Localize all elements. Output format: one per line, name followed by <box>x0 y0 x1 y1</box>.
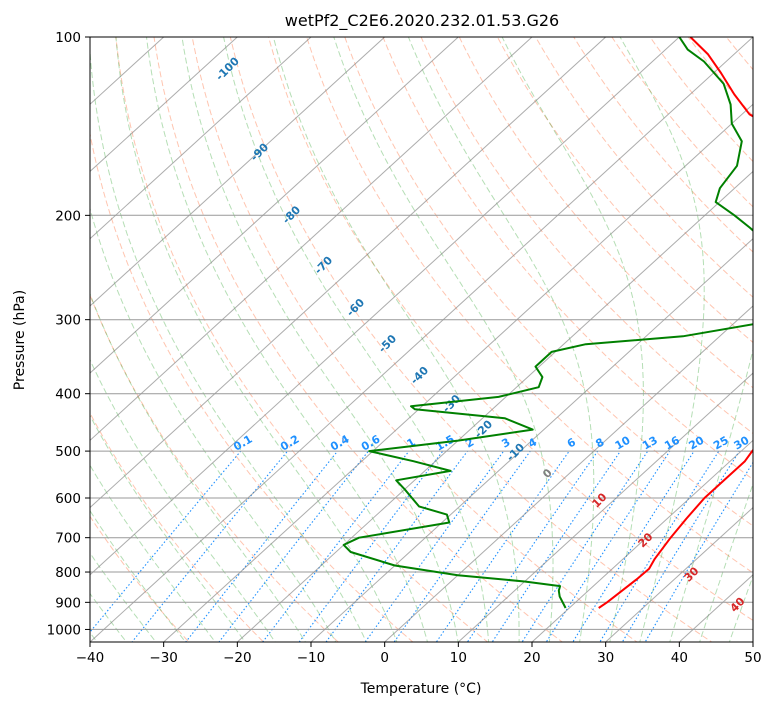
mixing-ratio-lines <box>90 450 753 642</box>
temperature-profile <box>598 37 753 609</box>
mixing-ratio-line <box>644 461 753 642</box>
y-tick-label: 200 <box>55 208 81 224</box>
dry-adiabat-line <box>420 37 753 435</box>
moist-adiabat-line <box>145 37 429 642</box>
moist-adiabat-line <box>669 347 753 642</box>
plot-frame <box>89 36 754 643</box>
x-tick-label: 50 <box>744 650 761 666</box>
mixing-ratio-line <box>364 450 505 642</box>
mixing-ratio-line <box>545 450 671 642</box>
x-axis-label: Temperature (°C) <box>360 681 482 697</box>
isotherm-line <box>90 37 460 374</box>
dry-adiabat-line <box>90 293 339 642</box>
x-tick-label: 40 <box>671 650 688 666</box>
x-tick-label: −20 <box>223 650 252 666</box>
profiles <box>342 37 753 609</box>
isotherm-line <box>90 37 681 576</box>
dry-adiabat-line <box>115 37 489 642</box>
moist-adiabat-line <box>90 464 216 642</box>
dry-adiabat-line <box>458 37 753 389</box>
moist-adiabats <box>90 37 753 642</box>
isotherm-line <box>90 37 607 509</box>
mixing-ratio-line <box>466 450 599 642</box>
moist-adiabat-line <box>699 482 753 642</box>
y-tick-label: 400 <box>55 387 81 403</box>
moist-adiabat-line <box>90 206 337 642</box>
moist-adiabat-line <box>333 37 554 642</box>
x-tick-label: −10 <box>297 650 326 666</box>
isobar-gridlines <box>90 37 753 630</box>
x-tick-label: 30 <box>597 650 614 666</box>
dry-adiabat-line <box>267 37 753 622</box>
dry-adiabat-line <box>90 131 414 642</box>
moist-adiabat-line <box>407 37 595 642</box>
dry-adiabat-line <box>573 37 753 253</box>
mixing-ratio-line <box>90 450 242 633</box>
mixing-ratio-line <box>298 450 444 642</box>
isotherm-line <box>90 37 239 173</box>
dry-adiabat-line <box>191 37 638 642</box>
dry-adiabats <box>90 37 753 642</box>
moist-adiabat-line <box>181 37 459 642</box>
x-tick-label: 0 <box>380 650 389 666</box>
mixing-ratio-line <box>185 450 339 642</box>
y-axis-ticks: 100 200 300 400 500 600 700 800 900 1000 <box>47 30 90 638</box>
mixing-ratio-label: 36 <box>752 433 772 452</box>
x-tick-label: −30 <box>149 650 178 666</box>
isotherm-line <box>162 103 753 642</box>
isotherm-line <box>310 238 753 642</box>
y-tick-label: 900 <box>55 595 81 611</box>
y-tick-label: 300 <box>55 313 81 329</box>
y-tick-label: 700 <box>55 531 81 547</box>
y-axis-label: Pressure (hPa) <box>12 290 28 390</box>
isotherm-line <box>457 372 753 642</box>
mixing-ratio-line <box>435 450 570 642</box>
y-tick-label: 600 <box>55 491 81 507</box>
mixing-ratio-line <box>393 450 531 642</box>
mixing-ratio-line <box>131 450 289 642</box>
dry-adiabat-line <box>90 515 190 642</box>
mixing-ratio-line <box>325 450 468 642</box>
moist-adiabat-line <box>728 574 753 642</box>
x-tick-label: 10 <box>450 650 467 666</box>
dry-adiabat-line <box>90 412 265 642</box>
moist-adiabat-line <box>90 414 246 642</box>
dry-adiabat-line <box>306 37 753 574</box>
dry-adiabat-line <box>534 37 753 298</box>
isotherm-line <box>90 37 753 642</box>
y-tick-label: 500 <box>55 444 81 460</box>
isotherm-line <box>90 37 312 240</box>
x-axis-ticks: −40 −30 −20 −10 0 10 20 30 40 50 <box>76 642 762 666</box>
moist-adiabat-line <box>90 358 276 642</box>
mixing-ratio-line <box>599 450 720 642</box>
y-tick-label: 800 <box>55 565 81 581</box>
chart-title: wetPf2_C2E6.2020.232.01.53.G26 <box>285 11 559 31</box>
dry-adiabat-line <box>496 37 753 344</box>
isotherm-line <box>604 506 753 642</box>
dry-adiabat-line <box>229 37 713 642</box>
moist-adiabat-line <box>90 44 367 642</box>
isotherm-line <box>531 439 753 642</box>
moist-adiabat-line <box>501 37 644 642</box>
isotherms <box>90 37 753 642</box>
x-tick-label: 20 <box>523 650 540 666</box>
y-tick-label: 1000 <box>47 622 81 638</box>
dry-adiabat-line <box>153 37 564 642</box>
isotherm-line <box>236 170 753 642</box>
dry-adiabat-line <box>611 37 753 208</box>
dewpoint-profile <box>342 37 753 609</box>
x-tick-label: −40 <box>76 650 105 666</box>
isotherm-line <box>383 305 753 642</box>
moist-adiabat-line <box>115 37 398 642</box>
y-tick-label: 100 <box>55 30 81 46</box>
moist-adiabat-line <box>272 37 520 642</box>
mixing-ratio-line <box>572 450 695 642</box>
isotherm-line <box>90 37 386 307</box>
isotherm-line <box>90 37 533 442</box>
